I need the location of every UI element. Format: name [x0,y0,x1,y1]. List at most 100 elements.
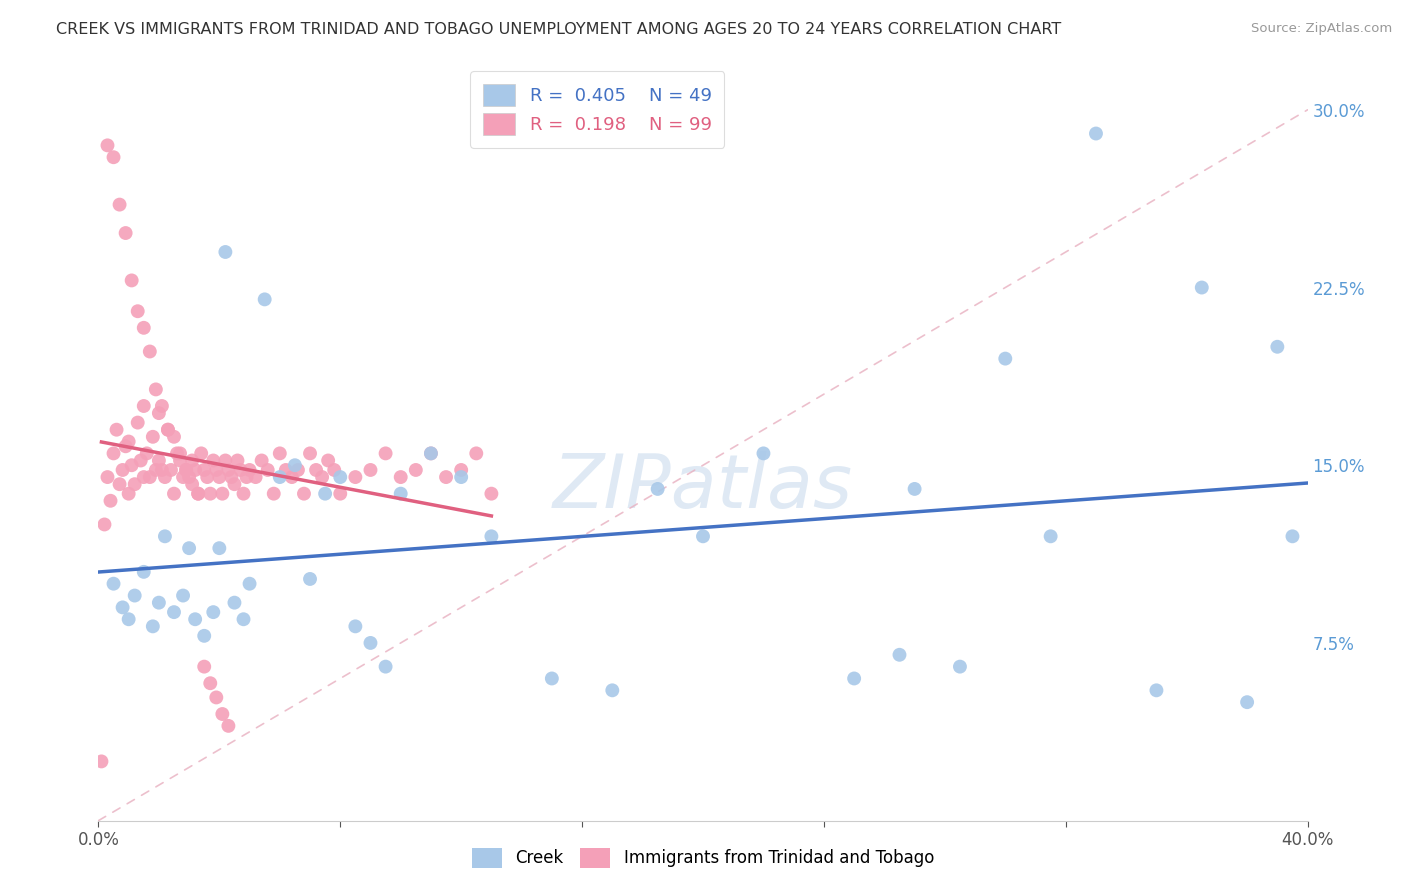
Point [239,576,262,591]
Point [224,596,246,610]
Point [434,470,457,484]
Point [100,493,122,508]
Point [118,612,141,626]
Point [292,486,315,500]
Point [148,596,170,610]
Point [163,486,186,500]
Point [602,683,624,698]
Point [344,619,367,633]
Point [129,453,152,467]
Point [214,244,236,259]
Point [184,463,207,477]
Point [193,629,215,643]
Point [139,470,162,484]
Point [1085,127,1108,141]
Point [211,706,233,721]
Point [360,636,382,650]
Point [93,517,115,532]
Point [1236,695,1258,709]
Point [187,486,209,500]
Point [316,453,339,467]
Point [305,463,328,477]
Point [889,648,911,662]
Point [179,470,201,484]
Point [142,619,165,633]
Point [142,430,165,444]
Point [450,463,472,477]
Point [148,453,170,467]
Point [205,463,228,477]
Point [108,197,131,211]
Point [269,446,291,460]
Point [389,470,412,484]
Point [174,463,197,477]
Point [156,423,179,437]
Point [205,690,228,705]
Text: Source: ZipAtlas.com: Source: ZipAtlas.com [1251,22,1392,36]
Point [103,576,125,591]
Point [172,470,194,484]
Point [103,446,125,460]
Point [114,226,136,240]
Point [200,486,222,500]
Point [121,273,143,287]
Point [994,351,1017,366]
Point [232,612,254,626]
Legend: R =  0.405    N = 49, R =  0.198    N = 99: R = 0.405 N = 49, R = 0.198 N = 99 [470,71,724,148]
Point [374,659,396,673]
Point [263,486,285,500]
Point [540,672,562,686]
Point [193,463,215,477]
Point [200,676,222,690]
Point [202,605,225,619]
Point [299,572,322,586]
Point [156,423,179,437]
Point [481,529,503,543]
Point [163,430,186,444]
Point [374,446,396,460]
Point [221,470,243,484]
Point [389,486,412,500]
Text: CREEK VS IMMIGRANTS FROM TRINIDAD AND TOBAGO UNEMPLOYMENT AMONG AGES 20 TO 24 YE: CREEK VS IMMIGRANTS FROM TRINIDAD AND TO… [56,22,1062,37]
Point [1144,683,1167,698]
Point [181,453,204,467]
Point [193,659,215,673]
Point [949,659,972,673]
Point [311,470,333,484]
Point [124,589,146,603]
Point [250,453,273,467]
Point [150,463,173,477]
Point [181,477,204,491]
Point [90,755,112,769]
Text: ZIPatlas: ZIPatlas [553,451,853,523]
Point [135,446,157,460]
Point [360,463,382,477]
Point [1039,529,1062,543]
Point [160,463,183,477]
Point [329,470,352,484]
Point [256,463,278,477]
Point [647,482,669,496]
Point [103,150,125,164]
Point [202,453,225,467]
Point [208,541,231,556]
Point [118,434,141,449]
Point [481,486,503,500]
Point [96,138,118,153]
Point [420,446,443,460]
Point [1267,340,1289,354]
Point [208,470,231,484]
Point [153,529,176,543]
Point [163,605,186,619]
Point [284,458,307,473]
Point [323,463,346,477]
Point [127,304,149,318]
Point [145,463,167,477]
Point [405,463,427,477]
Point [229,463,252,477]
Point [752,446,775,460]
Point [148,406,170,420]
Point [269,470,291,484]
Point [169,446,191,460]
Point [96,470,118,484]
